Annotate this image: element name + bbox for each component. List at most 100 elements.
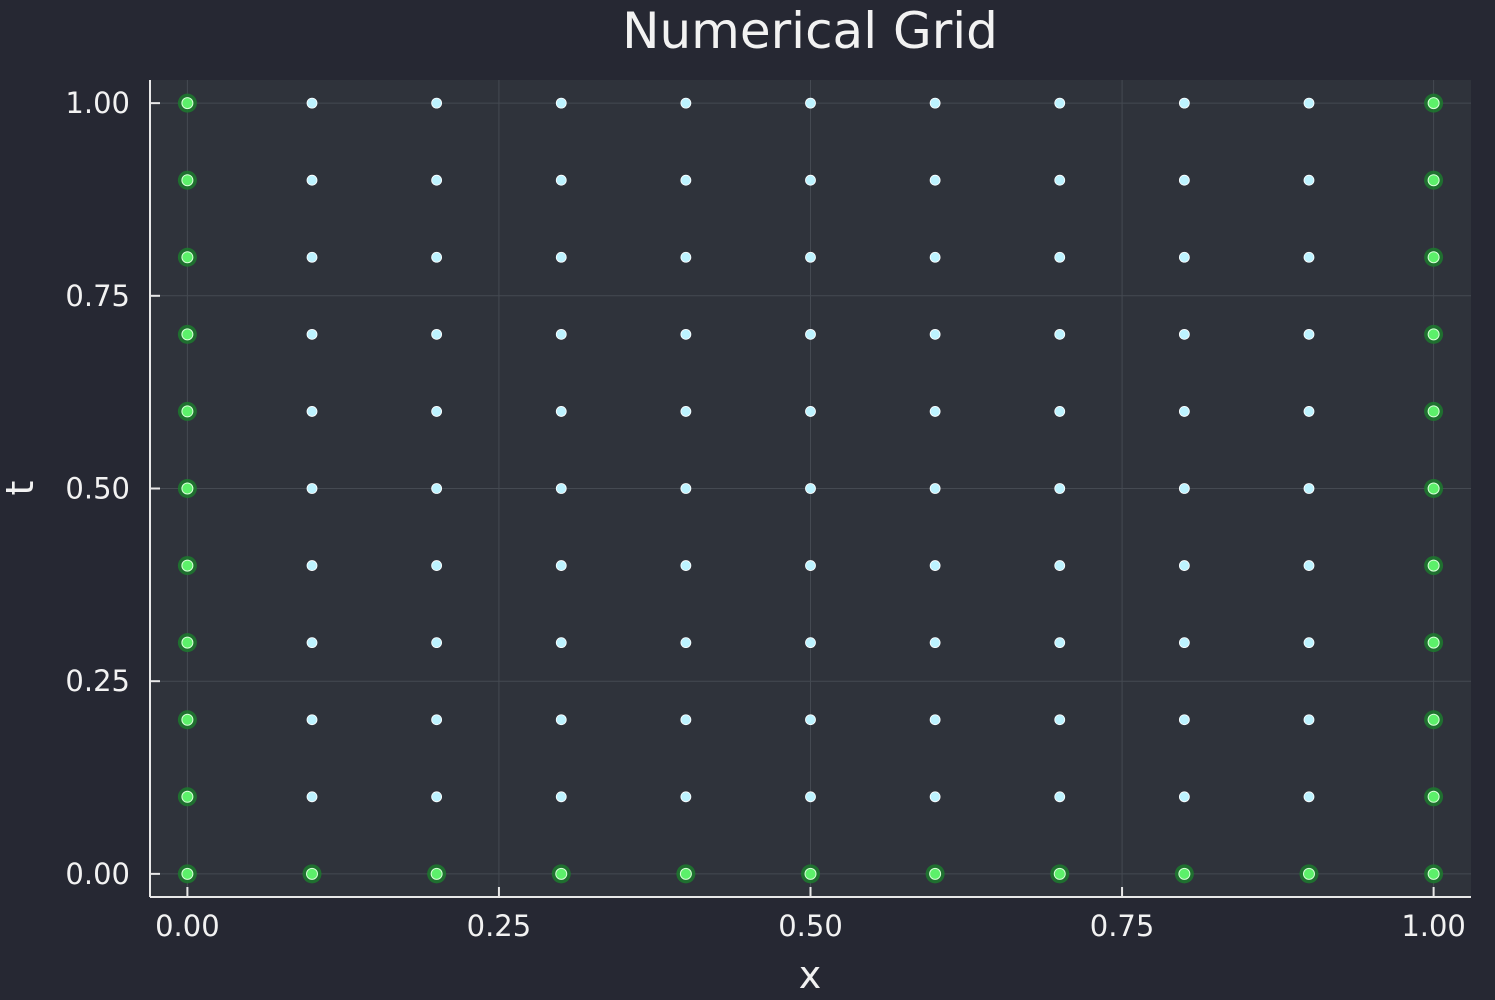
boundary-point [1424, 247, 1444, 267]
boundary-point-dot [1427, 482, 1440, 495]
interior-point [680, 406, 692, 417]
data-points [177, 93, 1444, 884]
interior-point [805, 406, 816, 417]
interior-point [1303, 406, 1315, 417]
boundary-point [177, 556, 197, 576]
boundary-point [1424, 787, 1444, 807]
interior-point [1054, 174, 1066, 186]
boundary-point-dot [1427, 636, 1440, 649]
interior-point [1178, 791, 1190, 803]
interior-point [1178, 406, 1190, 417]
boundary-point-dot [181, 174, 194, 187]
interior-point [929, 791, 941, 803]
interior-point [1303, 174, 1315, 186]
interior-point [431, 560, 443, 571]
interior-point [555, 328, 567, 340]
boundary-point-dot [1053, 867, 1066, 880]
interior-point [805, 483, 816, 494]
interior-point [1303, 791, 1315, 803]
interior-point [431, 791, 443, 803]
boundary-point-dot [181, 328, 194, 341]
boundary-point [1424, 864, 1444, 884]
boundary-point [1299, 864, 1319, 884]
interior-point [1178, 483, 1190, 494]
interior-point [1054, 714, 1066, 726]
interior-point [555, 251, 567, 263]
boundary-point-dot [555, 867, 568, 880]
interior-point [555, 406, 567, 417]
interior-point [431, 483, 443, 494]
boundary-point [177, 864, 197, 884]
boundary-point [177, 324, 197, 344]
interior-point [1054, 637, 1066, 649]
interior-point [555, 714, 567, 726]
boundary-point-dot [181, 636, 194, 649]
interior-point [431, 97, 443, 109]
interior-point [929, 560, 941, 571]
interior-point [1054, 97, 1066, 109]
x-tick-label: 0.25 [467, 909, 532, 943]
y-tick-label: 0.50 [65, 472, 130, 506]
boundary-point-dot [181, 713, 194, 726]
interior-point [1303, 714, 1315, 726]
boundary-point-dot [1427, 328, 1440, 341]
boundary-point-dot [1427, 790, 1440, 803]
boundary-point [177, 247, 197, 267]
boundary-point [177, 787, 197, 807]
interior-point [306, 714, 318, 726]
interior-point [1054, 560, 1066, 571]
boundary-point [1424, 633, 1444, 653]
interior-point [555, 791, 567, 803]
interior-point [555, 97, 567, 109]
interior-point [1178, 174, 1190, 186]
interior-point [805, 637, 816, 649]
boundary-point [177, 170, 197, 190]
interior-point [805, 251, 816, 263]
interior-point [805, 174, 816, 186]
boundary-point-dot [1427, 251, 1440, 264]
interior-point [555, 637, 567, 649]
boundary-point [801, 864, 820, 884]
boundary-point [177, 401, 197, 421]
interior-point [929, 97, 941, 109]
boundary-point [177, 633, 197, 653]
interior-point [680, 714, 692, 726]
boundary-point [925, 864, 945, 884]
interior-point [680, 483, 692, 494]
boundary-point-dot [1427, 405, 1440, 418]
interior-point [555, 560, 567, 571]
interior-point [680, 174, 692, 186]
boundary-point-dot [181, 867, 194, 880]
boundary-point [1424, 710, 1444, 730]
interior-point [306, 174, 318, 186]
x-tick-label: 0.75 [1090, 909, 1155, 943]
interior-point [805, 97, 816, 109]
boundary-point [1424, 324, 1444, 344]
chart-title: Numerical Grid [622, 2, 998, 60]
boundary-point [1424, 170, 1444, 190]
interior-point [1054, 406, 1066, 417]
x-axis-label: x [799, 953, 822, 997]
boundary-point [1424, 93, 1444, 113]
boundary-point [1424, 401, 1444, 421]
interior-point [680, 251, 692, 263]
boundary-point [302, 864, 322, 884]
interior-point [1303, 251, 1315, 263]
boundary-point-dot [430, 867, 443, 880]
boundary-point [177, 710, 197, 730]
interior-point [929, 714, 941, 726]
interior-point [1178, 637, 1190, 649]
boundary-point-dot [306, 867, 319, 880]
interior-point [1054, 791, 1066, 803]
boundary-point-dot [181, 559, 194, 572]
interior-point [431, 714, 443, 726]
interior-point [1054, 251, 1066, 263]
interior-point [306, 328, 318, 340]
boundary-point-dot [1178, 867, 1191, 880]
interior-point [1303, 483, 1315, 494]
interior-point [680, 637, 692, 649]
interior-point [306, 251, 318, 263]
interior-point [680, 97, 692, 109]
interior-point [431, 406, 443, 417]
interior-point [680, 328, 692, 340]
